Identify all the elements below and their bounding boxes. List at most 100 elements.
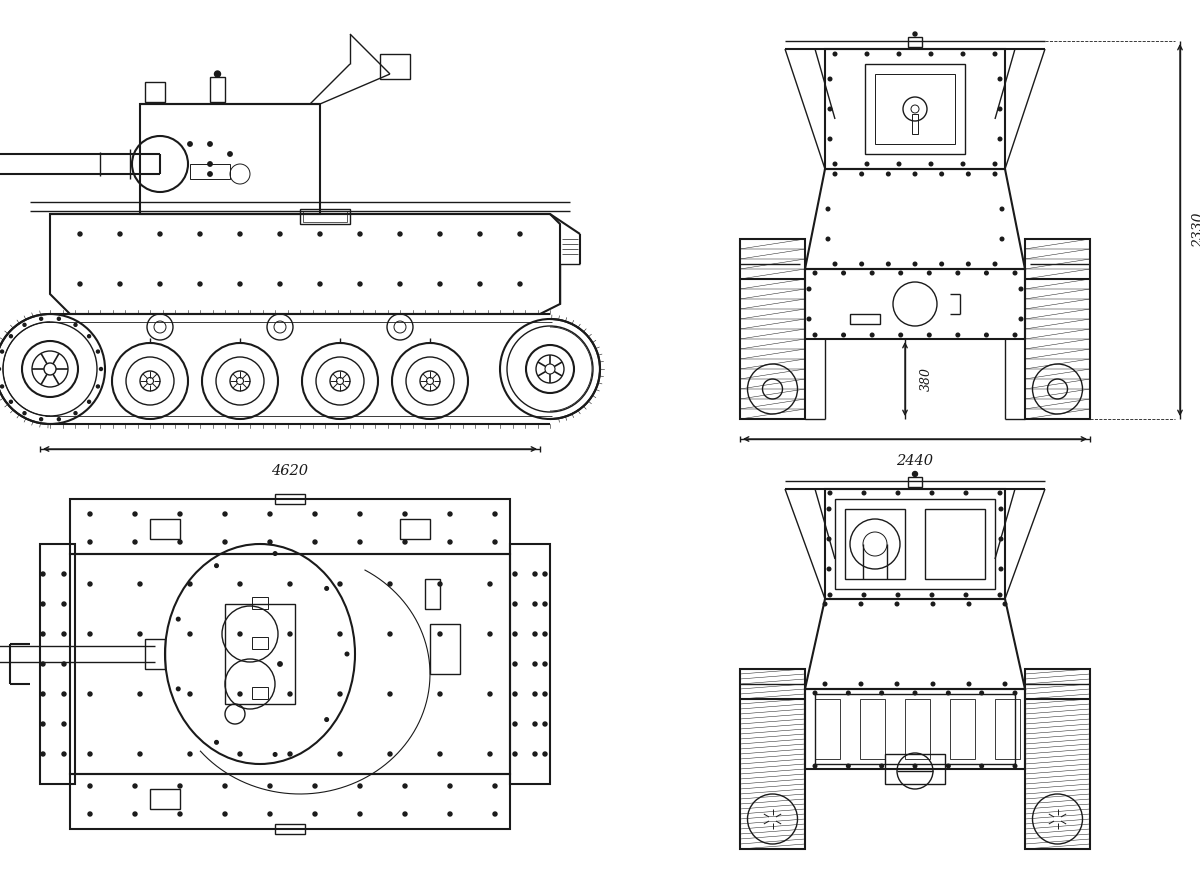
Circle shape xyxy=(542,632,547,636)
Bar xyxy=(815,699,840,759)
Circle shape xyxy=(78,282,82,286)
Circle shape xyxy=(238,752,242,756)
Bar xyxy=(995,699,1020,759)
Circle shape xyxy=(860,172,864,176)
Circle shape xyxy=(896,491,900,495)
Circle shape xyxy=(278,662,282,666)
Text: 2440: 2440 xyxy=(896,454,934,468)
Circle shape xyxy=(133,784,137,788)
Circle shape xyxy=(223,784,227,788)
Bar xyxy=(950,699,974,759)
Circle shape xyxy=(10,335,12,337)
Circle shape xyxy=(268,812,272,816)
Circle shape xyxy=(994,163,997,166)
Circle shape xyxy=(930,593,934,597)
Circle shape xyxy=(358,784,362,788)
Bar xyxy=(905,699,930,759)
Circle shape xyxy=(887,172,890,176)
Circle shape xyxy=(1000,507,1003,510)
Circle shape xyxy=(895,602,899,606)
Circle shape xyxy=(188,692,192,696)
Circle shape xyxy=(1013,271,1016,274)
Bar xyxy=(850,314,880,324)
Bar xyxy=(252,637,268,649)
Circle shape xyxy=(862,491,866,495)
Circle shape xyxy=(887,262,890,266)
Circle shape xyxy=(438,582,442,586)
Circle shape xyxy=(238,582,242,586)
Bar xyxy=(252,687,268,699)
Circle shape xyxy=(896,593,900,597)
Circle shape xyxy=(268,540,272,544)
Circle shape xyxy=(133,812,137,816)
Circle shape xyxy=(823,602,827,606)
Circle shape xyxy=(865,163,869,166)
Bar xyxy=(835,499,995,589)
Bar xyxy=(70,774,510,829)
Circle shape xyxy=(493,784,497,788)
Bar xyxy=(145,82,166,102)
Circle shape xyxy=(268,512,272,516)
Circle shape xyxy=(41,602,46,606)
Circle shape xyxy=(188,632,192,636)
Bar xyxy=(826,49,1006,169)
Circle shape xyxy=(41,692,46,696)
Circle shape xyxy=(961,163,965,166)
Circle shape xyxy=(841,333,845,336)
Circle shape xyxy=(542,662,547,666)
Circle shape xyxy=(542,572,547,576)
Bar xyxy=(425,579,440,609)
Circle shape xyxy=(930,491,934,495)
Circle shape xyxy=(313,540,317,544)
Circle shape xyxy=(88,400,90,403)
Circle shape xyxy=(998,108,1002,111)
Circle shape xyxy=(208,172,212,177)
Circle shape xyxy=(488,752,492,756)
Circle shape xyxy=(931,683,935,686)
Bar xyxy=(70,554,510,774)
Circle shape xyxy=(1001,237,1003,241)
Circle shape xyxy=(827,507,830,510)
Bar xyxy=(275,824,305,834)
Text: 4620: 4620 xyxy=(271,464,308,478)
Bar xyxy=(210,77,226,102)
Circle shape xyxy=(74,412,77,414)
Circle shape xyxy=(895,683,899,686)
Circle shape xyxy=(118,232,122,236)
Bar xyxy=(150,789,180,809)
Circle shape xyxy=(138,582,142,586)
Circle shape xyxy=(514,752,517,756)
Circle shape xyxy=(542,602,547,606)
Circle shape xyxy=(870,333,874,336)
Circle shape xyxy=(961,52,965,56)
Circle shape xyxy=(325,586,329,590)
Circle shape xyxy=(994,262,997,266)
Bar xyxy=(145,639,166,669)
Circle shape xyxy=(313,812,317,816)
Circle shape xyxy=(998,77,1002,80)
Circle shape xyxy=(841,271,845,274)
Circle shape xyxy=(542,692,547,696)
Circle shape xyxy=(23,323,26,326)
Circle shape xyxy=(533,632,538,636)
Circle shape xyxy=(833,163,836,166)
Circle shape xyxy=(1019,288,1022,291)
Bar xyxy=(925,509,985,579)
Circle shape xyxy=(912,471,918,476)
Circle shape xyxy=(1003,602,1007,606)
Circle shape xyxy=(533,722,538,726)
Circle shape xyxy=(358,812,362,816)
Bar xyxy=(908,37,922,47)
Circle shape xyxy=(808,317,811,321)
Circle shape xyxy=(1001,207,1003,211)
Circle shape xyxy=(388,752,392,756)
Circle shape xyxy=(288,692,292,696)
Bar xyxy=(510,544,550,784)
Circle shape xyxy=(862,593,866,597)
Bar xyxy=(70,499,510,554)
Circle shape xyxy=(188,752,192,756)
Bar xyxy=(400,519,430,539)
Circle shape xyxy=(514,602,517,606)
Circle shape xyxy=(208,162,212,166)
Circle shape xyxy=(823,683,827,686)
